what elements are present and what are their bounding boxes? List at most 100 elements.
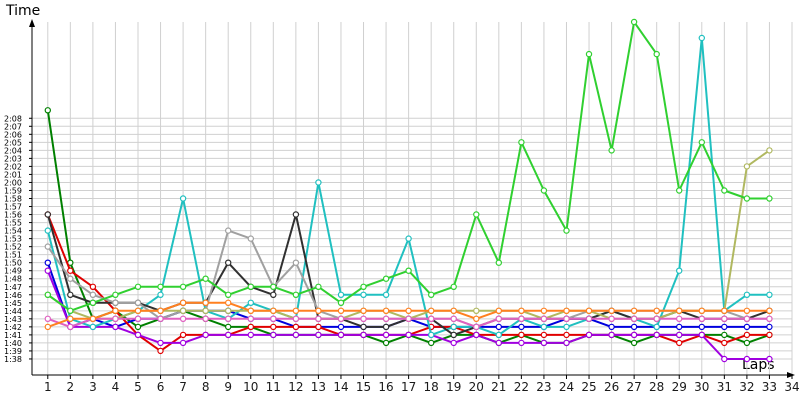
x-tick-label: 1 [44,380,52,394]
data-point [202,331,209,339]
data-point [337,299,345,306]
y-tick-label: 2:05 [4,138,22,147]
data-point [202,299,209,306]
y-tick-label: 2:00 [4,178,22,187]
y-tick-label: 2:07 [4,122,22,131]
data-point [270,283,277,290]
data-point [743,163,751,170]
tick-labels: 1 2 3 4 5 6 7 8 9 10 11 12 13 14 15 16 17 18 19 20 21 22 23 24 2… [4,114,800,394]
x-tick-label: 23 [536,380,551,394]
data-point [766,195,773,202]
data-point [518,323,525,331]
data-point [540,339,548,347]
data-point [653,315,660,322]
data-point [518,307,525,314]
x-tick-label: 31 [717,380,732,394]
data-point [224,259,232,266]
data-point [585,331,593,339]
x-tick-label: 20 [469,380,484,394]
data-point [67,267,74,274]
y-tick-label: 2:08 [4,114,22,123]
x-axis-arrow [787,372,795,378]
data-point [563,315,570,322]
data-point [766,331,773,339]
data-point [382,291,390,298]
data-point [698,34,706,42]
x-tick-label: 29 [672,380,687,394]
data-point [630,331,638,339]
x-tick-label: 32 [739,380,754,394]
data-point [337,323,345,331]
x-tick-label: 3 [89,380,97,394]
data-point [382,315,390,322]
x-tick-label: 24 [559,380,574,394]
data-point [179,283,187,290]
data-point [698,307,706,314]
data-point [270,307,277,314]
data-point [315,307,322,314]
data-point [743,355,751,363]
data-point [382,307,390,314]
data-point [630,323,638,331]
data-point [44,323,52,331]
data-point [721,315,728,322]
x-tick-label: 13 [311,380,326,394]
data-point [224,315,232,322]
data-point [157,283,164,290]
series-9 [44,315,773,331]
data-point [540,315,548,322]
data-point [247,283,254,290]
y-tick-label: 2:06 [4,130,22,139]
y-tick-label: 1:40 [4,339,22,348]
data-point [743,339,751,347]
data-point [44,291,52,298]
data-point [382,339,390,347]
data-point [247,299,254,306]
x-tick-label: 11 [266,380,281,394]
data-point [585,315,593,322]
data-point [698,315,706,322]
data-point [518,139,525,146]
data-point [292,291,300,298]
data-point [179,339,187,347]
data-point [721,355,728,363]
x-tick-label: 14 [333,380,348,394]
x-tick-label: 2 [67,380,75,394]
data-point [134,315,142,322]
data-point [676,307,683,314]
data-point [676,315,683,322]
y-tick-label: 1:49 [4,267,22,276]
data-point [428,315,435,322]
data-point [676,331,683,339]
data-point [495,331,502,339]
data-point [630,339,638,347]
data-point [473,315,480,322]
data-point [360,291,367,298]
data-point [540,187,548,194]
data-point [202,307,209,314]
data-point [563,323,570,331]
data-point [676,267,683,274]
y-tick-label: 1:57 [4,203,22,212]
y-tick-label: 1:44 [4,307,22,316]
data-point [608,315,615,322]
y-tick-label: 1:45 [4,299,22,308]
x-tick-label: 7 [179,380,187,394]
y-tick-label: 1:53 [4,235,22,244]
data-point [157,291,164,298]
data-point [247,235,254,242]
data-point [540,331,548,339]
data-point [112,299,119,306]
data-point [766,355,773,363]
data-point [337,315,345,322]
x-tick-label: 34 [784,380,799,394]
data-point [743,195,751,202]
data-point [360,315,367,322]
data-point [495,323,502,331]
data-point [224,227,232,234]
data-point [134,331,142,339]
data-point [428,331,435,339]
y-tick-label: 1:46 [4,291,22,300]
y-axis-label: Time [6,3,41,19]
data-point [134,283,142,290]
